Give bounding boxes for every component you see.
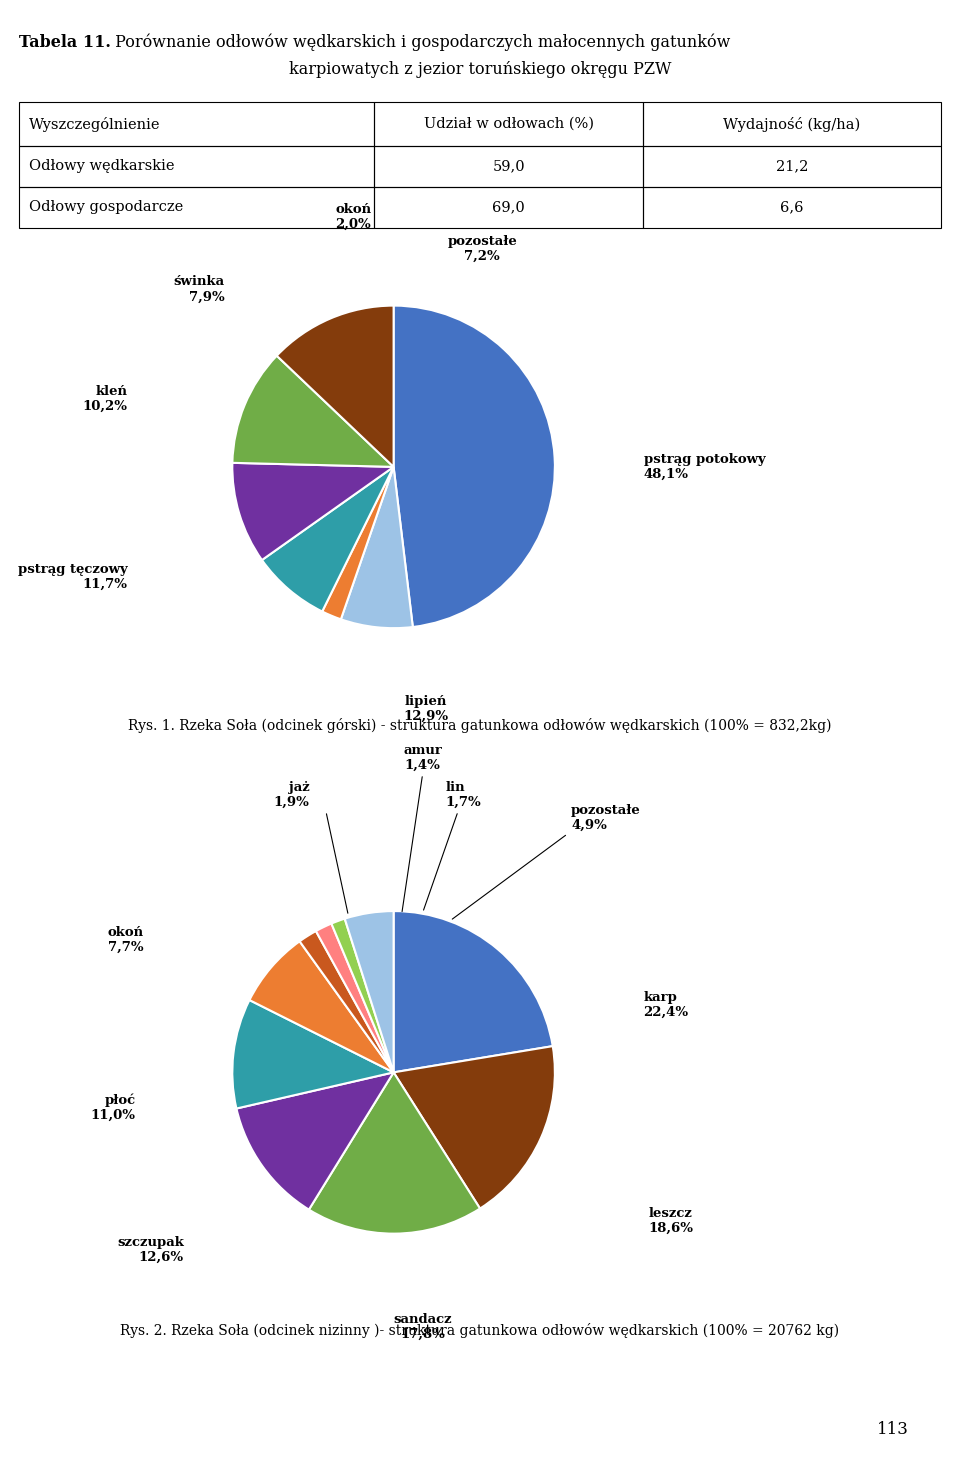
- Text: Rys. 2. Rzeka Soła (odcinek nizinny )- struktura gatunkowa odłowów wędkarskich (: Rys. 2. Rzeka Soła (odcinek nizinny )- s…: [120, 1323, 840, 1338]
- Wedge shape: [232, 356, 394, 467]
- Text: Wydajność (kg/ha): Wydajność (kg/ha): [724, 117, 860, 131]
- Text: leszcz
18,6%: leszcz 18,6%: [648, 1207, 693, 1234]
- Text: 59,0: 59,0: [492, 159, 525, 174]
- Wedge shape: [250, 941, 394, 1072]
- Wedge shape: [394, 910, 553, 1072]
- Text: Rys. 1. Rzeka Soła (odcinek górski) - struktura gatunkowa odłowów wędkarskich (1: Rys. 1. Rzeka Soła (odcinek górski) - st…: [129, 718, 831, 732]
- Text: okoń
2,0%: okoń 2,0%: [335, 203, 372, 231]
- Text: kleń
10,2%: kleń 10,2%: [83, 385, 128, 413]
- Text: Wyszczególnienie: Wyszczególnienie: [29, 117, 160, 131]
- Wedge shape: [309, 1072, 480, 1234]
- Text: pstrąg potokowy
48,1%: pstrąg potokowy 48,1%: [643, 452, 765, 481]
- Text: szczupak
12,6%: szczupak 12,6%: [117, 1236, 184, 1263]
- Wedge shape: [300, 931, 394, 1072]
- Text: 21,2: 21,2: [776, 159, 808, 174]
- Text: karpiowatych z jezior toruńskiego okręgu PZW: karpiowatych z jezior toruńskiego okręgu…: [289, 61, 671, 79]
- Wedge shape: [236, 1072, 394, 1210]
- Wedge shape: [276, 305, 394, 467]
- Text: Tabela 11.: Tabela 11.: [19, 34, 111, 51]
- Text: płoć
11,0%: płoć 11,0%: [90, 1094, 135, 1122]
- Text: Odłowy wędkarskie: Odłowy wędkarskie: [29, 159, 175, 174]
- Text: okoń
7,7%: okoń 7,7%: [108, 926, 144, 954]
- Text: jaż
1,9%: jaż 1,9%: [274, 781, 310, 808]
- Wedge shape: [345, 910, 394, 1072]
- Wedge shape: [316, 924, 394, 1072]
- Wedge shape: [331, 919, 394, 1072]
- Text: sandacz
17,8%: sandacz 17,8%: [394, 1313, 452, 1341]
- Text: Udział w odłowach (%): Udział w odłowach (%): [423, 117, 594, 131]
- Wedge shape: [232, 999, 394, 1109]
- Text: lin
1,7%: lin 1,7%: [445, 781, 481, 808]
- Text: 113: 113: [876, 1421, 909, 1439]
- Text: amur
1,4%: amur 1,4%: [403, 744, 442, 772]
- Wedge shape: [232, 463, 394, 560]
- Text: 69,0: 69,0: [492, 200, 525, 214]
- Text: pstrąg tęczowy
11,7%: pstrąg tęczowy 11,7%: [17, 563, 128, 591]
- Wedge shape: [323, 467, 394, 619]
- Text: Porównanie odłowów wędkarskich i gospodarczych małocennych gatunków: Porównanie odłowów wędkarskich i gospoda…: [110, 34, 731, 51]
- Text: świnka
7,9%: świnka 7,9%: [173, 276, 225, 303]
- Wedge shape: [394, 305, 555, 627]
- Text: 6,6: 6,6: [780, 200, 804, 214]
- Text: Odłowy gospodarcze: Odłowy gospodarcze: [29, 200, 183, 214]
- Text: pozostałe
7,2%: pozostałe 7,2%: [447, 235, 517, 263]
- Wedge shape: [262, 467, 394, 611]
- Text: lipień
12,9%: lipień 12,9%: [403, 694, 448, 722]
- Text: karp
22,4%: karp 22,4%: [643, 991, 688, 1018]
- Text: pozostałe
4,9%: pozostałe 4,9%: [571, 804, 640, 832]
- Wedge shape: [394, 1046, 555, 1208]
- Wedge shape: [341, 467, 413, 629]
